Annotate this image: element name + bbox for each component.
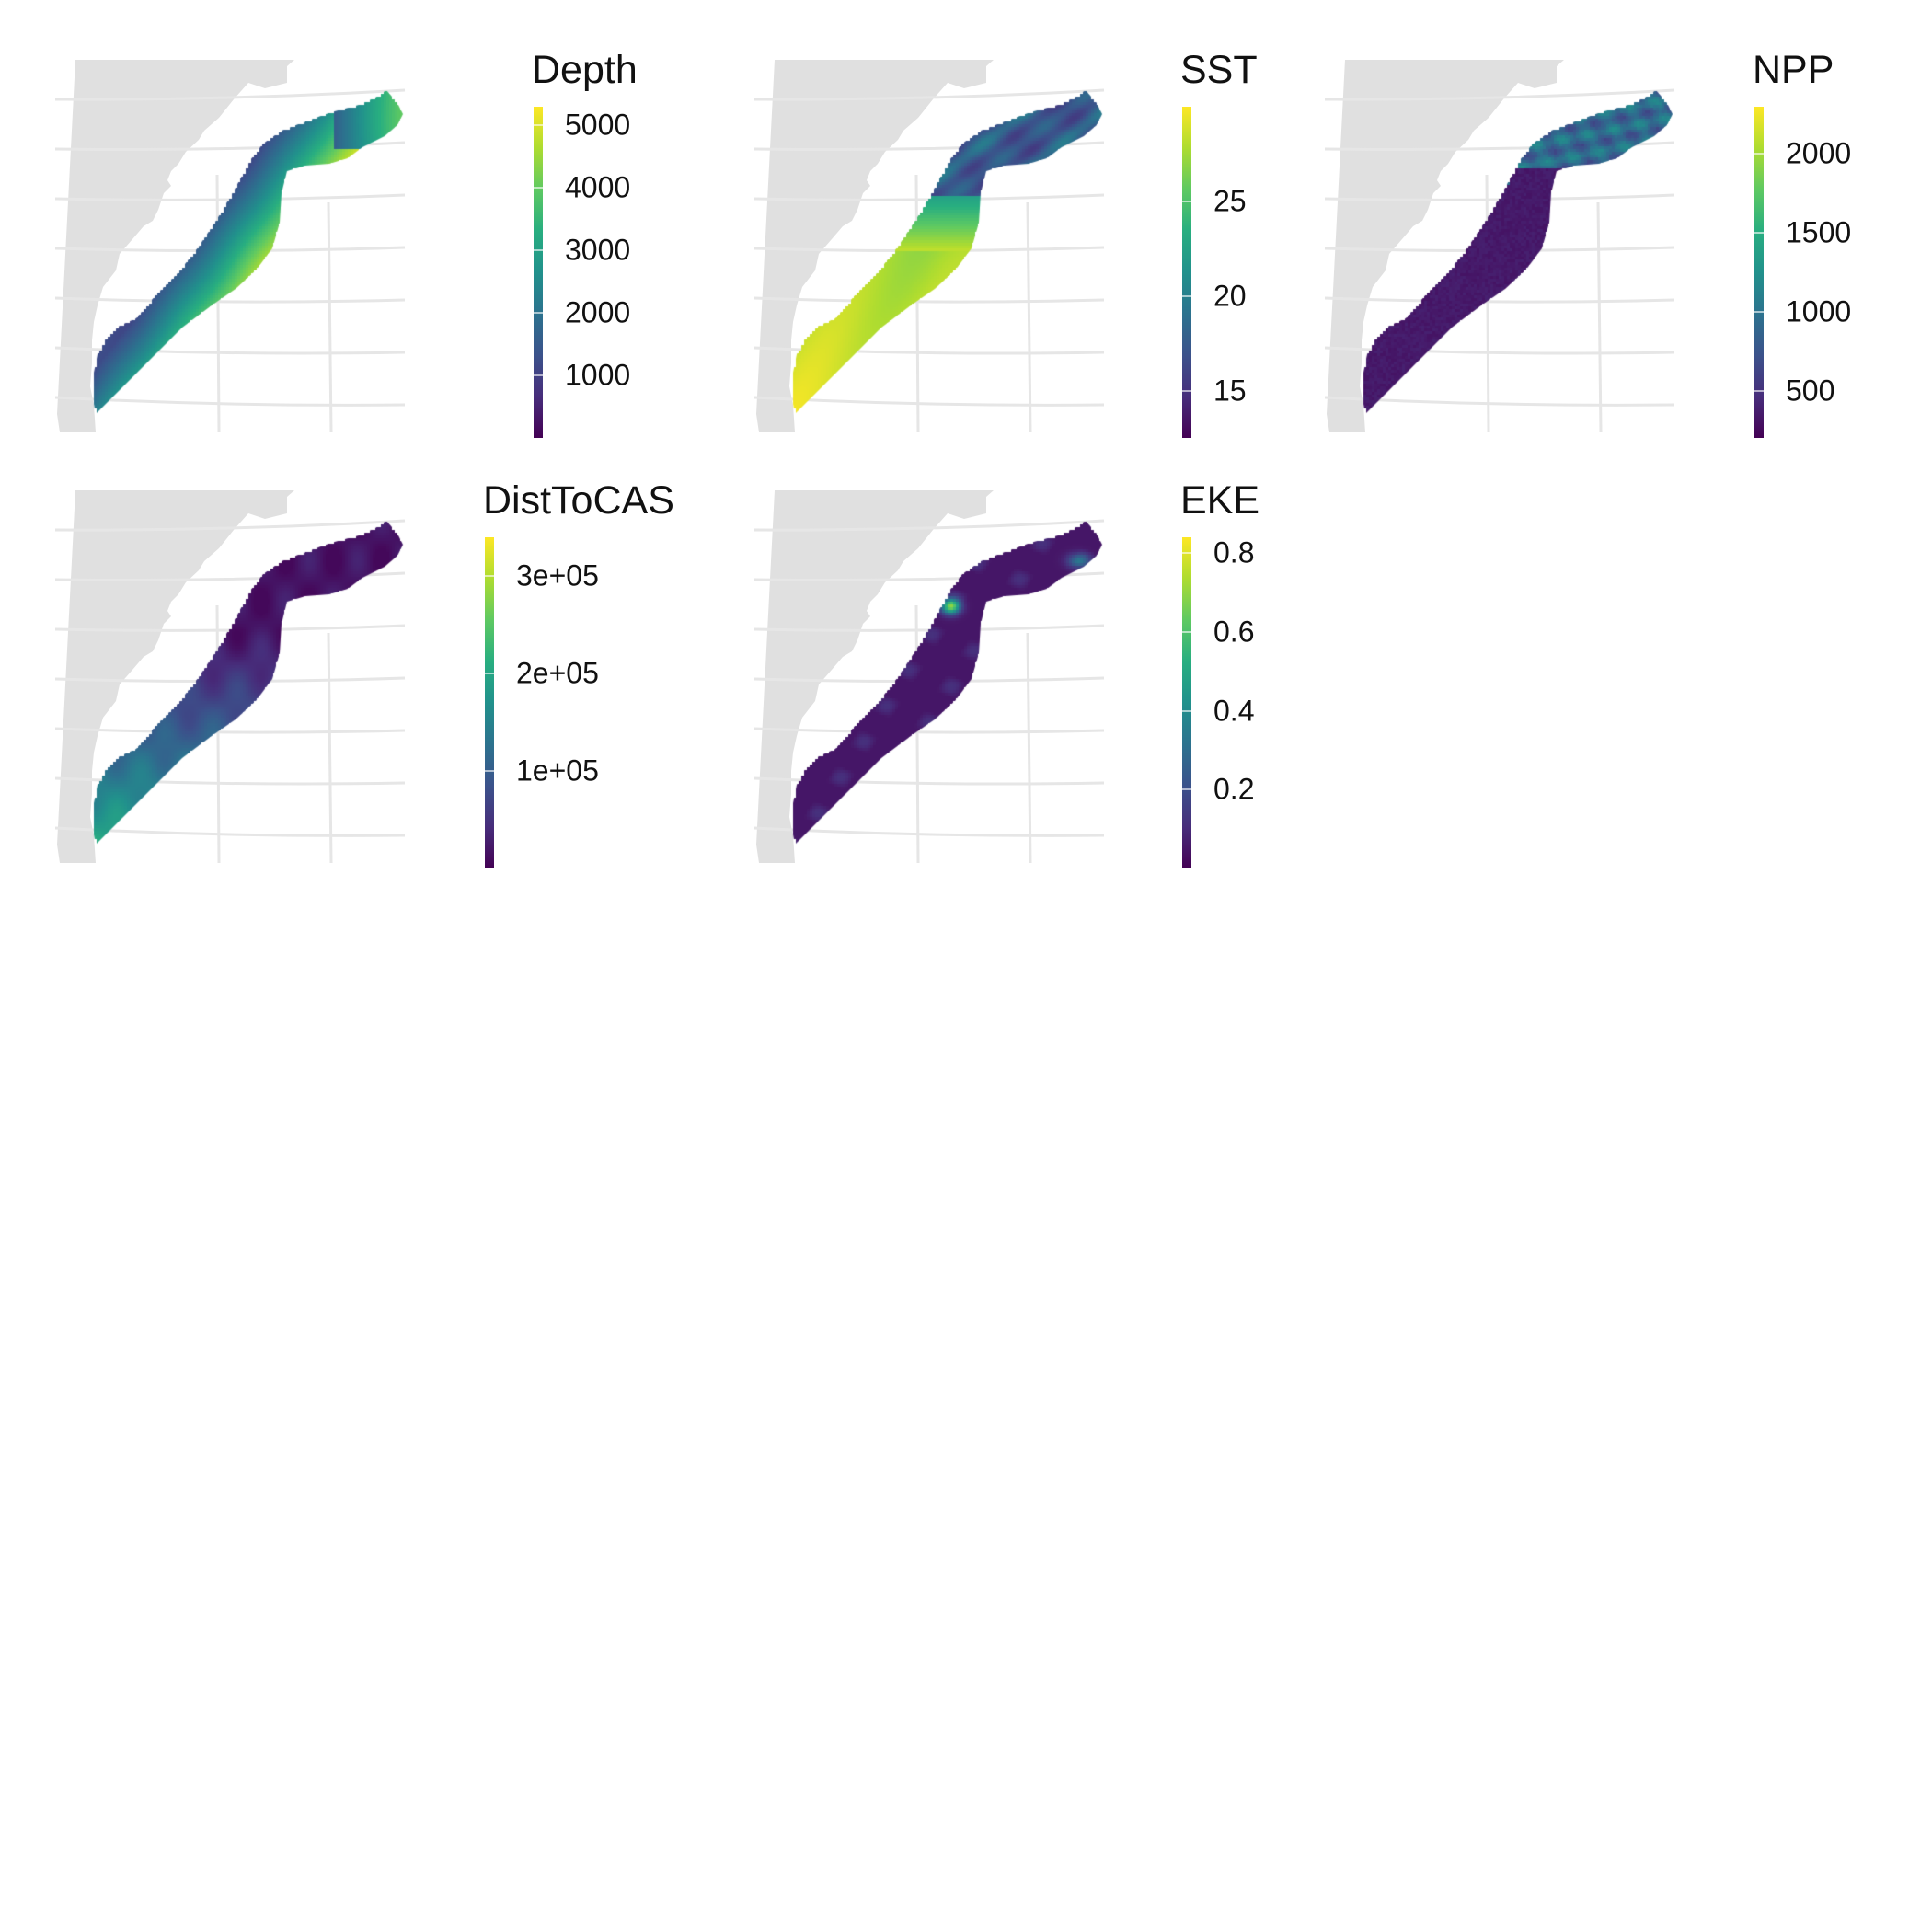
panel-eke: EKE 0.8 0.6 0.4 0.2 <box>699 431 1343 863</box>
tick-label: 2e+05 <box>516 657 599 691</box>
colorbar-tick <box>534 312 543 314</box>
tick-label: 2000 <box>565 296 630 330</box>
colorbar-tick <box>485 673 494 674</box>
colorbar-tick <box>1182 201 1191 202</box>
colorbar-tick <box>1182 788 1191 790</box>
panel-sst: SST 25 20 15 <box>699 0 1343 432</box>
tick-label: 15 <box>1213 374 1247 408</box>
colorbar <box>485 537 494 868</box>
colorbar-tick <box>1182 631 1191 633</box>
tick-label: 4000 <box>565 171 630 205</box>
map-depth <box>55 46 442 442</box>
tick-label: 0.6 <box>1213 615 1254 649</box>
map-disttocas <box>55 477 442 872</box>
legend-title: EKE <box>1180 478 1259 523</box>
map-sst <box>754 46 1141 442</box>
tick-label: 500 <box>1786 374 1834 408</box>
legend-title: DistToCAS <box>483 478 674 523</box>
tick-label: 3000 <box>565 234 630 268</box>
raster-npp <box>1325 46 1711 442</box>
colorbar-tick <box>1754 153 1764 155</box>
colorbar-tick <box>1754 390 1764 392</box>
colorbar <box>1182 107 1191 438</box>
map-npp <box>1325 46 1711 442</box>
legend-title: Depth <box>532 48 638 93</box>
panel-depth: Depth 5000 4000 3000 2000 1000 <box>0 0 644 432</box>
tick-label: 1500 <box>1786 216 1851 250</box>
raster-sst <box>754 46 1141 442</box>
tick-label: 0.8 <box>1213 536 1254 570</box>
colorbar <box>1754 107 1764 438</box>
panel-npp: NPP 2000 1500 1000 500 <box>1270 0 1914 432</box>
tick-label: 5000 <box>565 109 630 143</box>
legend-title: SST <box>1180 48 1258 93</box>
tick-label: 1e+05 <box>516 754 599 788</box>
tick-label: 0.4 <box>1213 694 1254 728</box>
colorbar-tick <box>485 575 494 577</box>
colorbar <box>1182 537 1191 868</box>
colorbar-tick <box>534 249 543 251</box>
tick-label: 2000 <box>1786 137 1851 171</box>
colorbar-tick <box>1182 710 1191 712</box>
raster-depth <box>55 46 442 442</box>
raster-eke <box>754 477 1141 872</box>
colorbar <box>534 107 543 438</box>
colorbar-tick <box>485 770 494 772</box>
colorbar-tick <box>534 187 543 189</box>
colorbar-tick <box>1182 390 1191 392</box>
colorbar-tick <box>1754 232 1764 234</box>
panel-disttocas: DistToCAS 3e+05 2e+05 1e+05 <box>0 431 644 863</box>
map-eke <box>754 477 1141 872</box>
colorbar-tick <box>534 124 543 126</box>
tick-label: 20 <box>1213 279 1247 313</box>
tick-label: 1000 <box>1786 294 1851 328</box>
colorbar-tick <box>1182 552 1191 554</box>
tick-label: 25 <box>1213 184 1247 218</box>
tick-label: 3e+05 <box>516 559 599 593</box>
colorbar-tick <box>1182 295 1191 297</box>
colorbar-tick <box>534 374 543 376</box>
tick-label: 1000 <box>565 359 630 393</box>
colorbar-tick <box>1754 311 1764 313</box>
legend-title: NPP <box>1753 48 1834 93</box>
raster-disttocas <box>55 477 442 872</box>
tick-label: 0.2 <box>1213 773 1254 807</box>
